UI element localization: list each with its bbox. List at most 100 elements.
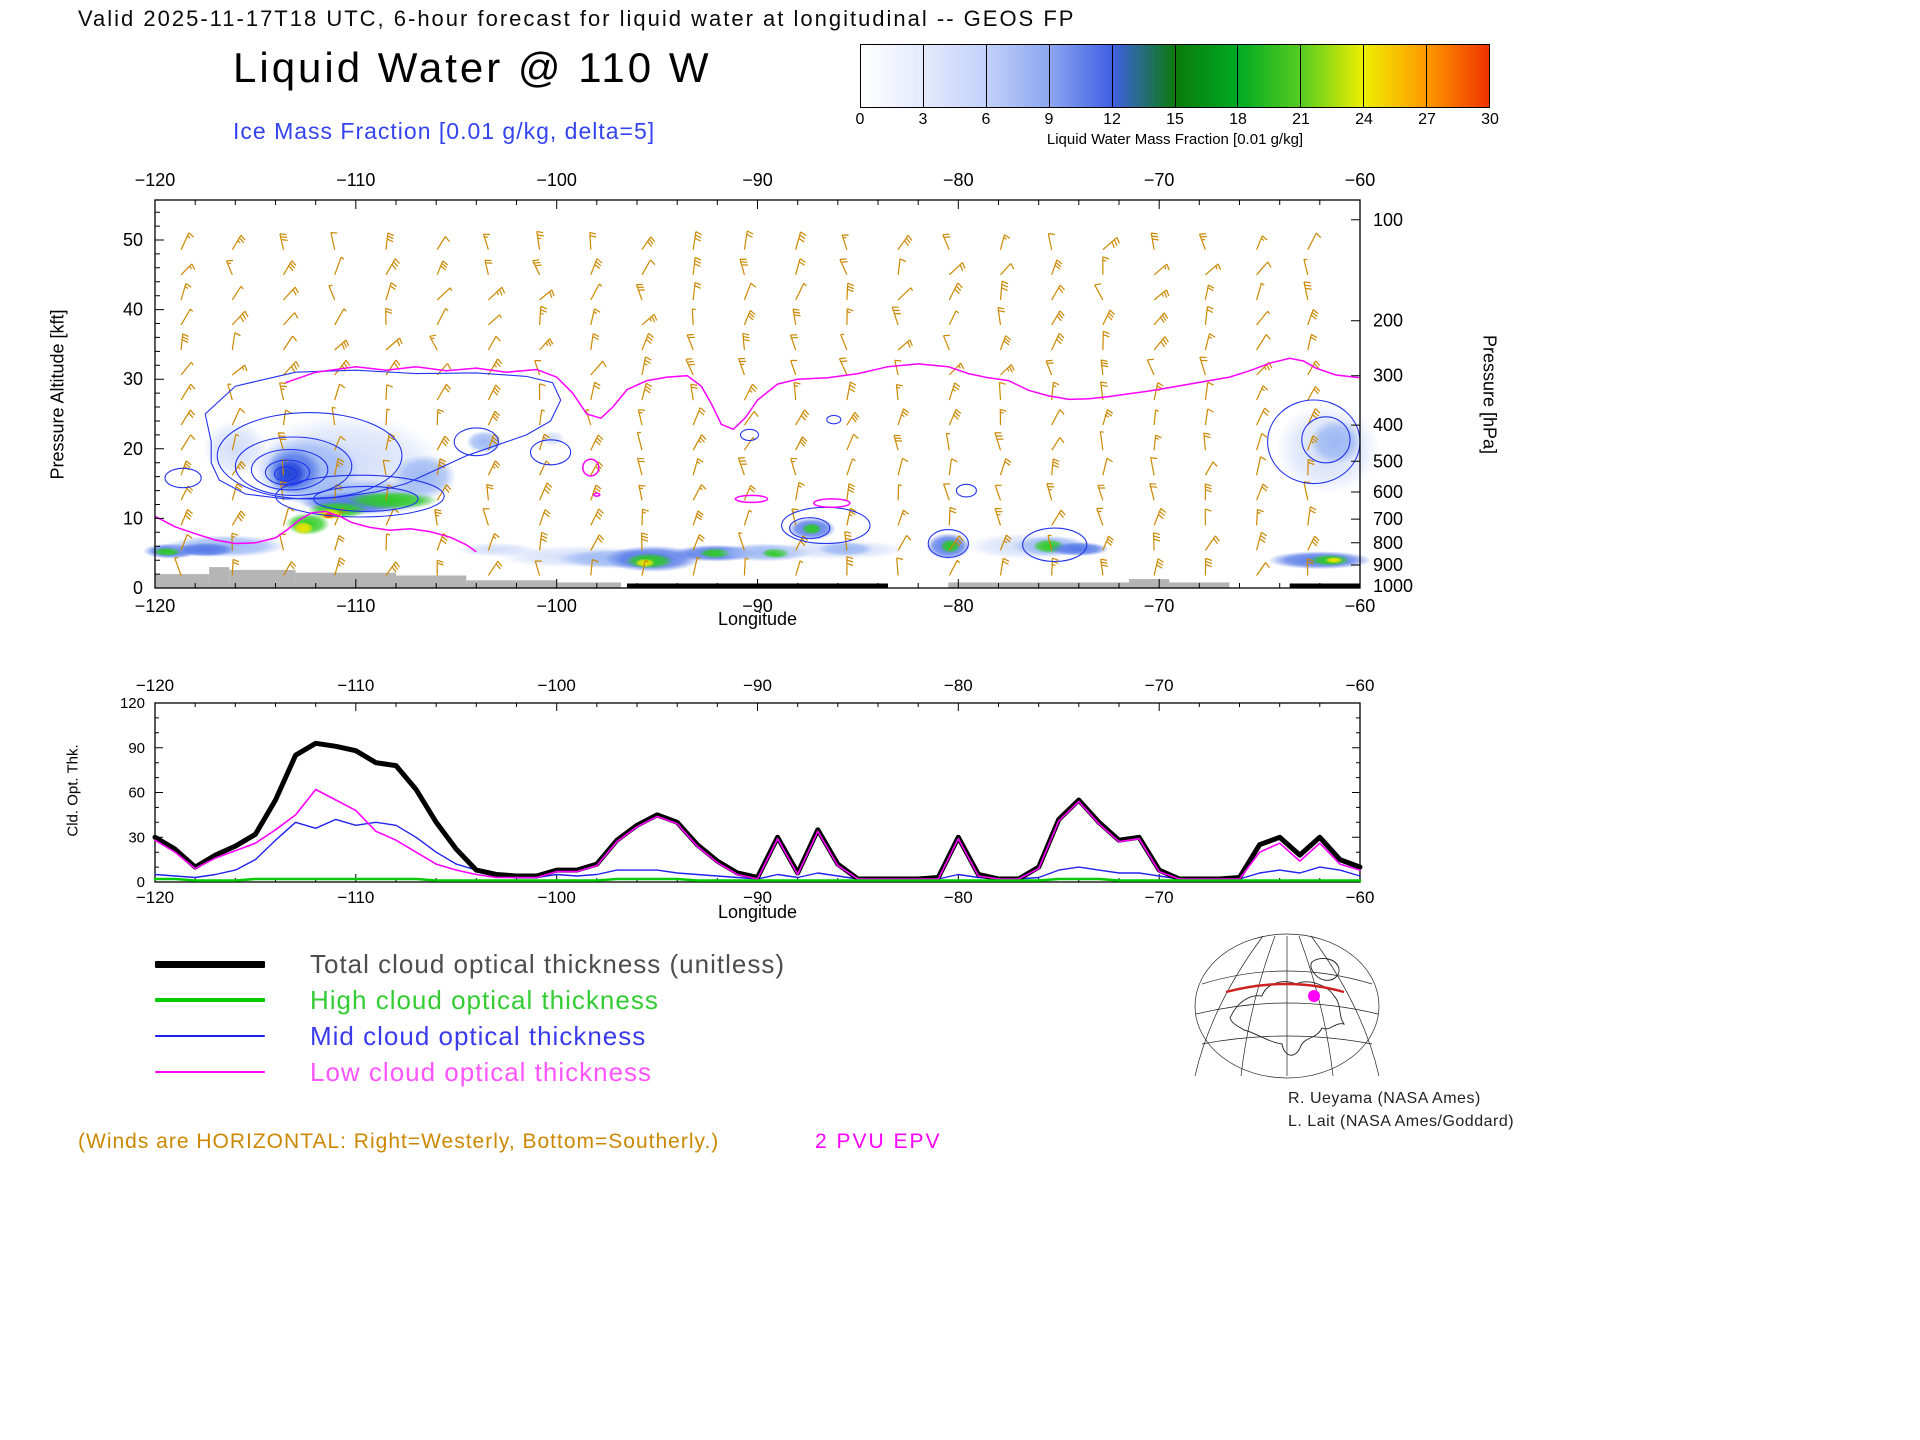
svg-text:40: 40 [123,300,143,320]
svg-text:30: 30 [128,829,145,846]
svg-text:10: 10 [123,508,143,528]
svg-text:−60: −60 [1346,888,1375,907]
svg-text:−110: −110 [336,170,375,190]
y-axis-label-cloud-optical-thickness: Cld. Opt. Thk. [64,744,82,837]
colorbar-segment [922,45,986,107]
svg-text:200: 200 [1373,311,1403,331]
svg-text:−100: −100 [536,170,577,190]
svg-text:−60: −60 [1345,170,1376,190]
legend-item: Mid cloud optical thickness [155,1018,785,1054]
optical-axis-tick-labels: −120 −120 −110 −110 −100 −100 −90 −90 −80 −80 −70 −… [120,676,1374,907]
colorbar-gradient [860,44,1490,108]
colorbar-tick-label: 18 [1229,111,1247,128]
wind-barbs [174,230,1322,576]
main-axes [154,199,1361,589]
series-line-2 [154,818,1361,880]
svg-text:−100: −100 [538,676,576,695]
legend-item: High cloud optical thickness [155,982,785,1018]
cross-section-track [1225,982,1345,994]
credit-line-1: R. Ueyama (NASA Ames) [1288,1090,1481,1107]
svg-text:−80: −80 [944,676,973,695]
colorbar-tick-label: 30 [1481,111,1499,128]
colorbar-tick-label: 21 [1292,111,1310,128]
svg-text:800: 800 [1373,533,1403,553]
svg-text:30: 30 [123,369,143,389]
svg-text:−100: −100 [538,888,576,907]
page-title: Liquid Water @ 110 W [233,44,712,91]
svg-text:−110: −110 [337,676,374,695]
svg-text:50: 50 [123,230,143,250]
colorbar-segment [985,45,1049,107]
colorbar-segment [1174,45,1238,107]
valid-time-line: Valid 2025-11-17T18 UTC, 6-hour forecast… [78,6,1076,31]
svg-text:20: 20 [123,439,143,459]
svg-text:700: 700 [1373,509,1403,529]
svg-text:0: 0 [137,874,145,891]
svg-text:−100: −100 [536,596,577,616]
svg-text:−110: −110 [337,888,374,907]
epv-contour [154,357,1361,553]
svg-text:−70: −70 [1144,170,1175,190]
svg-text:−80: −80 [943,170,974,190]
colorbar-tick-label: 24 [1355,111,1373,128]
location-map [1194,933,1380,1079]
winds-note: (Winds are HORIZONTAL: Right=Westerly, B… [78,1130,720,1153]
svg-text:600: 600 [1373,482,1403,502]
svg-text:−110: −110 [336,596,375,616]
series-line-0 [152,740,1363,882]
legend-label: Low cloud optical thickness [310,1056,653,1087]
colorbar-label: Liquid Water Mass Fraction [0.01 g/kg] [1046,131,1304,148]
svg-text:−80: −80 [943,596,974,616]
colorbar-segment [861,45,923,107]
svg-text:−120: −120 [136,676,174,695]
legend-label: High cloud optical thickness [310,984,659,1015]
credit-line-2: L. Lait (NASA Ames/Goddard) [1288,1113,1515,1130]
legend: Total cloud optical thickness (unitless)… [155,946,785,1090]
svg-text:120: 120 [120,695,145,712]
svg-text:−70: −70 [1144,596,1175,616]
liquid-water-field [143,403,1381,572]
svg-text:90: 90 [128,740,145,757]
legend-label: Mid cloud optical thickness [310,1020,647,1051]
svg-text:500: 500 [1373,451,1403,471]
colorbar-tick-label: 15 [1166,111,1184,128]
legend-line-sample [155,1071,265,1073]
svg-text:−90: −90 [743,676,772,695]
colorbar-segment [1300,45,1364,107]
series-line-3 [154,788,1361,880]
svg-text:−120: −120 [135,170,176,190]
svg-text:−80: −80 [944,888,973,907]
optical-thickness-series [152,740,1363,882]
svg-text:−90: −90 [743,888,772,907]
colorbar-tick-label: 3 [918,111,928,128]
colorbar-segment [1237,45,1301,107]
svg-text:−90: −90 [742,596,773,616]
series-line-1 [153,877,1362,882]
colorbar-segment [1426,45,1490,107]
x-axis-label-longitude-main: Longitude [717,609,798,629]
svg-text:100: 100 [1373,210,1403,230]
svg-text:0: 0 [133,578,143,598]
svg-text:300: 300 [1373,366,1403,386]
svg-text:−70: −70 [1145,888,1174,907]
svg-text:60: 60 [128,785,145,802]
epv-label: 2 PVU EPV [815,1130,942,1153]
legend-line-sample [155,998,265,1002]
main-axis-tick-labels: −120 −120 −110 −110 −100 −100 −90 −90 −80 −80 −70 −… [123,170,1413,616]
colorbar-segment [1111,45,1175,107]
svg-text:400: 400 [1373,415,1403,435]
svg-text:−120: −120 [135,596,176,616]
svg-text:900: 900 [1373,555,1403,575]
svg-text:−120: −120 [136,888,174,907]
colorbar-tick-label: 27 [1418,111,1436,128]
svg-text:−70: −70 [1145,676,1174,695]
svg-text:−60: −60 [1345,596,1376,616]
y-axis-label-pressure-altitude: Pressure Altitude [kft] [47,309,68,480]
colorbar-ticks: 0 3 6 9 12 15 18 21 24 27 30 [856,108,1499,130]
cross-section-marker [1308,990,1320,1002]
colorbar-tick-label: 0 [855,111,865,128]
colorbar: 0 3 6 9 12 15 18 21 24 27 30 Liquid Water Mass Fra… [856,44,1499,148]
legend-label: Total cloud optical thickness (unitless) [310,948,785,979]
